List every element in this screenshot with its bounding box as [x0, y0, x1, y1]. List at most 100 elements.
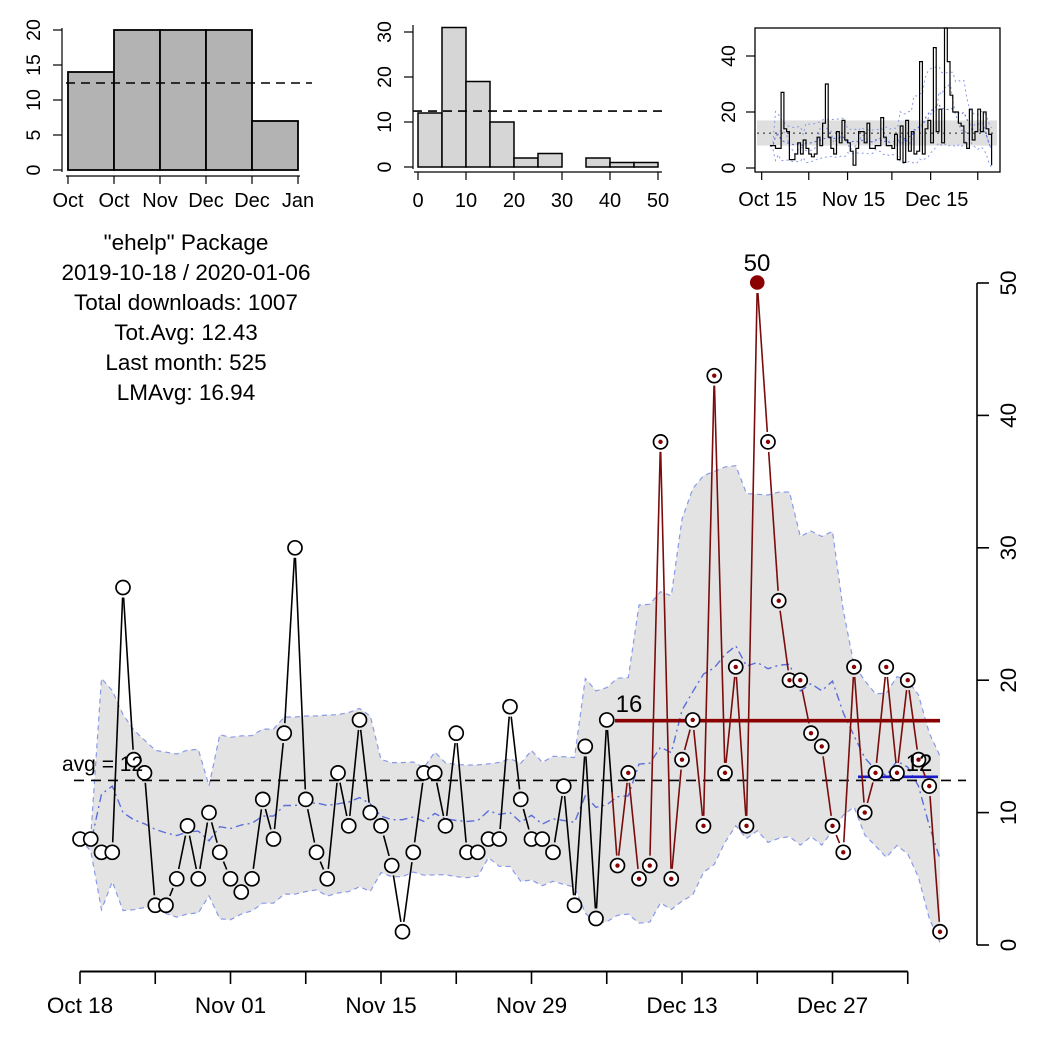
data-point-center [647, 863, 652, 868]
x-tick-label: Dec 27 [797, 993, 868, 1018]
x-tick-label: 10 [455, 190, 477, 212]
recent-avg-value-label: 12 [906, 750, 933, 777]
data-point [437, 817, 454, 834]
data-segment [585, 756, 597, 909]
data-point [502, 698, 518, 715]
data-segment [683, 729, 691, 751]
smoother-line [769, 80, 993, 155]
data-segment [595, 729, 607, 909]
data-point-center [798, 678, 803, 683]
data-segment [264, 808, 272, 830]
data-point [469, 844, 486, 861]
data-segment [499, 716, 510, 830]
y-tick-label: 0 [23, 164, 45, 175]
data-point-center [776, 598, 781, 603]
x-tick-label: 50 [647, 190, 669, 212]
bar [585, 157, 611, 168]
data-segment [284, 557, 296, 724]
data-segment [628, 782, 639, 869]
data-point [287, 539, 303, 556]
y-tick-label: 0 [996, 939, 1021, 952]
data-segment [403, 862, 413, 923]
data-point [534, 831, 551, 847]
confidence-band [80, 465, 940, 943]
data-point-center [744, 823, 749, 829]
total-downloads-label: Total downloads: 1007 [74, 290, 298, 315]
data-segment [435, 782, 445, 817]
y-tick-label: 40 [718, 45, 740, 67]
data-point-center [722, 770, 728, 776]
data-point [233, 884, 250, 900]
x-tick-label: Nov 15 [345, 993, 416, 1018]
data-segment [611, 792, 618, 856]
data-segment [617, 782, 628, 856]
data-point-center [690, 717, 695, 723]
data-segment [273, 743, 284, 830]
x-tick-label: Dec [188, 190, 224, 212]
data-point [168, 870, 185, 887]
data-point [254, 791, 271, 808]
data-segment [319, 861, 325, 870]
data-point [179, 817, 196, 834]
smoother-line [769, 138, 993, 169]
data-point [373, 817, 389, 834]
y-tick-label: 20 [374, 66, 396, 88]
y-tick-label: 40 [996, 403, 1021, 428]
bar [113, 29, 161, 171]
data-segment [875, 676, 886, 763]
data-point [222, 870, 239, 887]
bar [489, 121, 515, 168]
data-point-center [679, 757, 685, 762]
data-segment [929, 796, 941, 922]
data-point-center [819, 744, 824, 749]
data-segment [693, 729, 704, 816]
x-tick-label: Nov 29 [496, 993, 567, 1018]
data-point [158, 897, 174, 914]
data-point [512, 791, 529, 808]
data-segment [671, 769, 682, 869]
x-tick-label: Nov [142, 190, 178, 212]
plot-frame [754, 27, 1001, 173]
data-point [351, 712, 368, 728]
data-segment [553, 795, 563, 843]
y-tick-label: 10 [374, 111, 396, 133]
data-point [340, 817, 357, 834]
data-point [115, 579, 131, 596]
y-tick-label: 10 [996, 800, 1021, 825]
data-point-center [712, 373, 717, 378]
data-point [405, 844, 422, 861]
data-point [566, 897, 583, 914]
data-segment [144, 782, 156, 896]
x-tick-label: Oct [52, 190, 84, 212]
data-segment [445, 743, 456, 816]
data-segment [843, 676, 855, 843]
x-tick-label: Jan [282, 190, 314, 212]
y-tick-label: 0 [374, 161, 396, 172]
data-point [362, 804, 379, 821]
data-point [104, 844, 121, 861]
y-tick-label: 50 [996, 270, 1021, 295]
last-month-avg-value-label: 16 [616, 691, 643, 718]
data-point-center [916, 757, 921, 762]
bar [67, 71, 115, 171]
data-segment [659, 451, 672, 869]
data-segment [210, 822, 218, 843]
y-tick-label: 10 [23, 89, 45, 111]
data-segment [563, 796, 575, 896]
plot-title-block: "ehelp" Package 2019-10-18 / 2020-01-06 … [62, 230, 311, 405]
data-point-center [787, 678, 792, 683]
data-segment [122, 597, 134, 750]
data-point [201, 804, 217, 821]
data-segment [169, 887, 174, 897]
data-point-center [851, 664, 857, 670]
data-point [394, 923, 411, 940]
peak-value-label: 50 [744, 250, 771, 277]
data-point [265, 831, 282, 847]
mini-trend-plot: 0 20 40 Oct 15 Nov 15 Dec 15 [718, 27, 1001, 211]
data-segment [908, 689, 918, 750]
data-point [491, 831, 508, 847]
plot-annotations: avg = 12 50 16 12 [62, 250, 932, 777]
data-point [588, 910, 604, 927]
data-point [276, 725, 293, 742]
